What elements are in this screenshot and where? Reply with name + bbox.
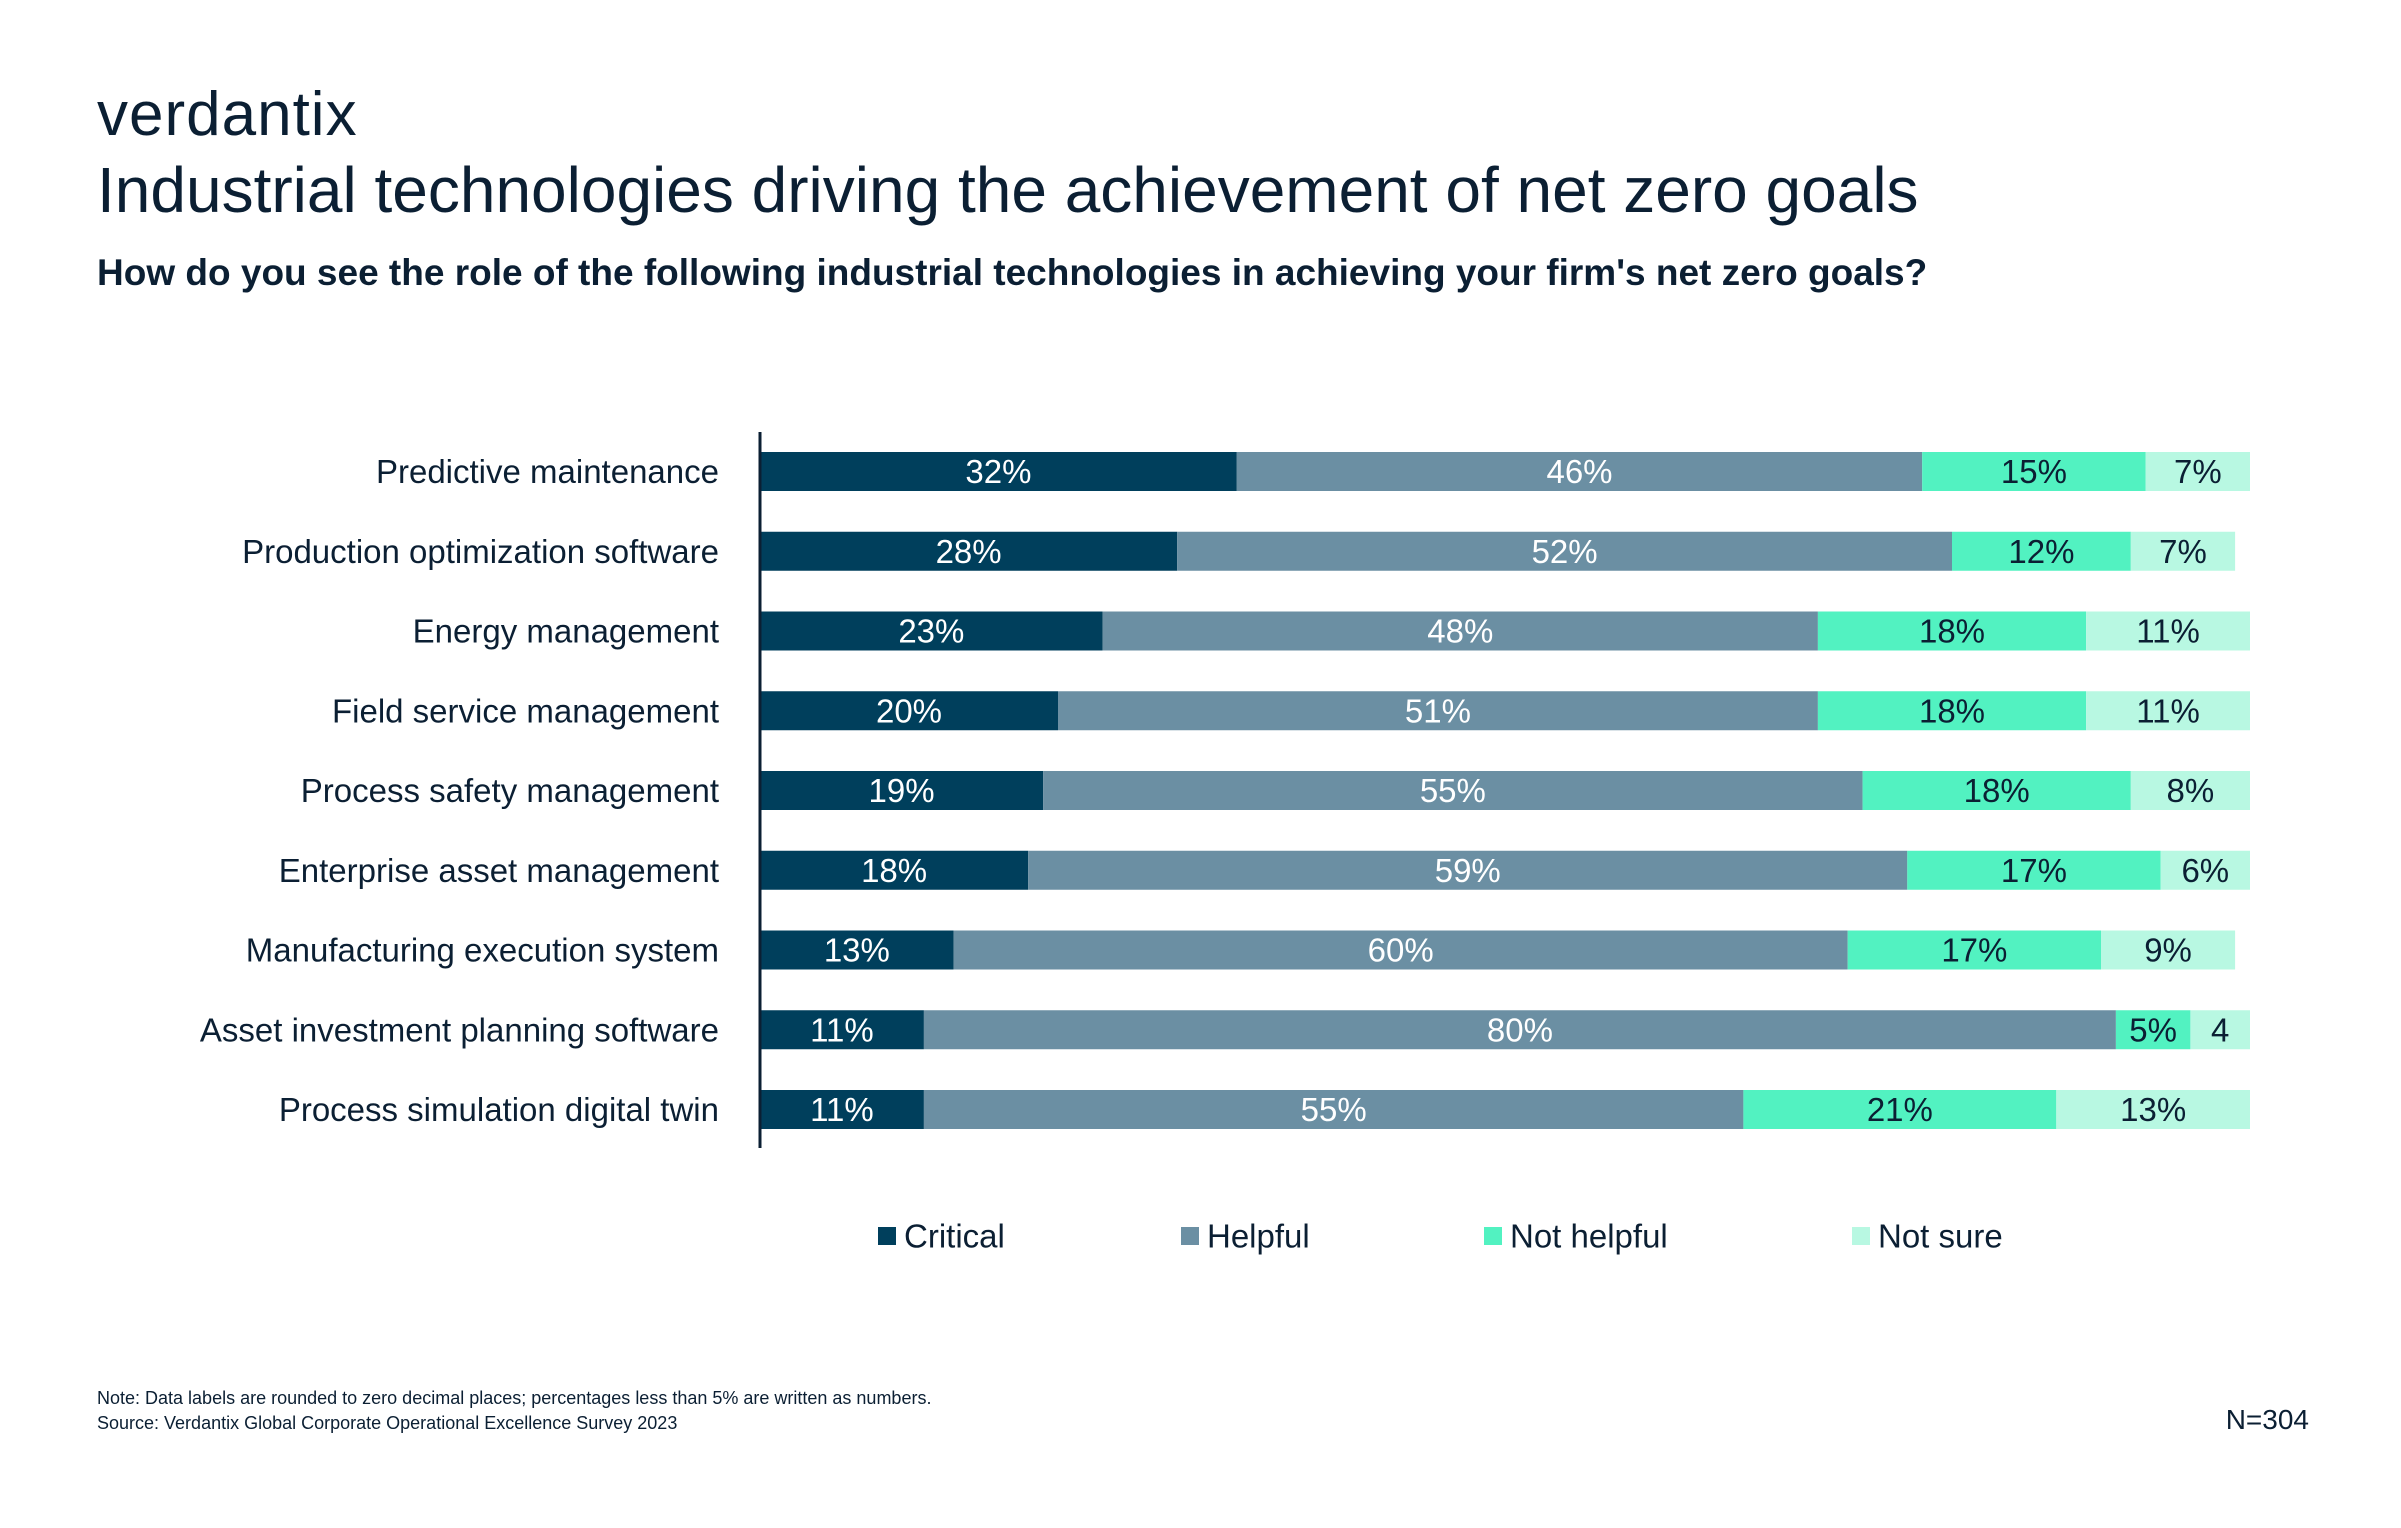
bar-segment (2115, 1010, 2191, 1050)
footnote: Note: Data labels are rounded to zero de… (97, 1388, 932, 1408)
legend-swatch (1852, 1227, 1870, 1245)
data-label: 55% (1420, 772, 1486, 809)
legend-swatch (878, 1227, 896, 1245)
category-label: Manufacturing execution system (246, 932, 719, 969)
data-label: 11% (810, 1011, 874, 1048)
data-label: 9% (2144, 932, 2192, 969)
chart-title: Industrial technologies driving the achi… (97, 154, 1919, 226)
data-label: 19% (869, 772, 935, 809)
data-label: 20% (876, 692, 942, 729)
bar-segment (760, 611, 1103, 651)
data-label: 46% (1546, 453, 1612, 490)
category-labels: Predictive maintenance Production optimiz… (200, 453, 719, 1128)
bar-segment (760, 1090, 924, 1129)
bar-segment (760, 930, 954, 970)
bar-segment (2130, 531, 2236, 571)
data-label: 8% (2167, 772, 2215, 809)
category-label: Enterprise asset management (279, 852, 719, 889)
bar-segment (2086, 611, 2250, 651)
data-label: 18% (1964, 772, 2030, 809)
bar-segment (2160, 850, 2250, 890)
data-label: 48% (1427, 613, 1493, 650)
data-label: 7% (2174, 453, 2222, 490)
bar-segment (1847, 930, 2101, 970)
legend-label: Helpful (1207, 1218, 1310, 1255)
data-label: 7% (2159, 533, 2207, 570)
bar-segment (1907, 850, 2161, 890)
chart-subtitle: How do you see the role of the following… (97, 252, 1928, 293)
category-label: Process safety management (301, 772, 719, 809)
bar-segment (923, 1010, 2116, 1050)
data-label: 28% (936, 533, 1002, 570)
category-label: Production optimization software (242, 533, 719, 570)
bar-segment (1922, 452, 2146, 491)
bar-segment (760, 452, 1237, 491)
legend-label: Not sure (1878, 1218, 2003, 1255)
bar-segment (953, 930, 1848, 970)
bar-segment (1743, 1090, 2057, 1129)
stacked-bar-chart: 32% 46% 15% 7%28% 52% 12% 7%23% 48% 18% 11%20% 51%… (200, 432, 2250, 1255)
bar-segment (923, 1090, 1744, 1129)
bar-segment (1102, 611, 1818, 651)
source-note: Source: Verdantix Global Corporate Opera… (97, 1413, 678, 1433)
data-label: 80% (1487, 1011, 1553, 1048)
data-label: 5% (2129, 1011, 2177, 1048)
bar-segment (1236, 452, 1923, 491)
category-label: Energy management (413, 613, 719, 650)
bar-segment (2056, 1090, 2250, 1129)
bar-segment (1817, 691, 2087, 731)
data-label: 13% (2120, 1091, 2186, 1128)
bar-segment (1177, 531, 1952, 571)
data-label: 55% (1301, 1091, 1367, 1128)
category-label: Predictive maintenance (376, 453, 719, 490)
data-label: 60% (1368, 932, 1434, 969)
bar-segment (760, 691, 1058, 731)
data-label: 32% (965, 453, 1031, 490)
data-label: 6% (2181, 852, 2229, 889)
data-label: 17% (1941, 932, 2007, 969)
data-label: 13% (824, 932, 890, 969)
bar-segment (1058, 691, 1818, 731)
data-label: 18% (861, 852, 927, 889)
legend-label: Critical (904, 1218, 1005, 1255)
data-label: 18% (1919, 613, 1985, 650)
data-label: 15% (2001, 453, 2067, 490)
data-label: 4 (2211, 1011, 2229, 1048)
bar-segment (2130, 771, 2250, 810)
data-label: 59% (1435, 852, 1501, 889)
data-label: 17% (2001, 852, 2067, 889)
data-label: 51% (1405, 692, 1471, 729)
bar-segment (2101, 930, 2236, 970)
bar-segment (1028, 850, 1908, 890)
bar-segment (1043, 771, 1863, 810)
bar-segment (2145, 452, 2250, 491)
bar-segment (760, 1010, 924, 1050)
bars-layer: 32% 46% 15% 7%28% 52% 12% 7%23% 48% 18% 11%20% 51%… (760, 452, 2250, 1129)
data-label: 11% (810, 1091, 874, 1128)
data-label: 11% (2136, 613, 2200, 650)
bar-segment (1862, 771, 2131, 810)
data-label: 52% (1532, 533, 1598, 570)
data-label: 12% (2008, 533, 2074, 570)
bar-segment (760, 850, 1029, 890)
data-label: 21% (1867, 1091, 1933, 1128)
category-label: Field service management (332, 692, 719, 729)
bar-segment (2086, 691, 2250, 731)
data-label: 18% (1919, 692, 1985, 729)
bar-segment (760, 531, 1178, 571)
legend-swatch (1181, 1227, 1199, 1245)
category-label: Asset investment planning software (200, 1011, 719, 1048)
category-label: Process simulation digital twin (279, 1091, 719, 1128)
bar-segment (1952, 531, 2131, 571)
data-label: 11% (2136, 692, 2200, 729)
legend-swatch (1484, 1227, 1502, 1245)
sample-size: N=304 (2225, 1404, 2309, 1435)
data-label: 23% (898, 613, 964, 650)
bar-segment (760, 771, 1044, 810)
bar-segment (2190, 1010, 2250, 1050)
brand-logo: verdantix (97, 80, 358, 149)
legend-label: Not helpful (1510, 1218, 1668, 1255)
legend: Critical Helpful Not helpful Not sure (878, 1218, 2003, 1255)
bar-segment (1817, 611, 2087, 651)
